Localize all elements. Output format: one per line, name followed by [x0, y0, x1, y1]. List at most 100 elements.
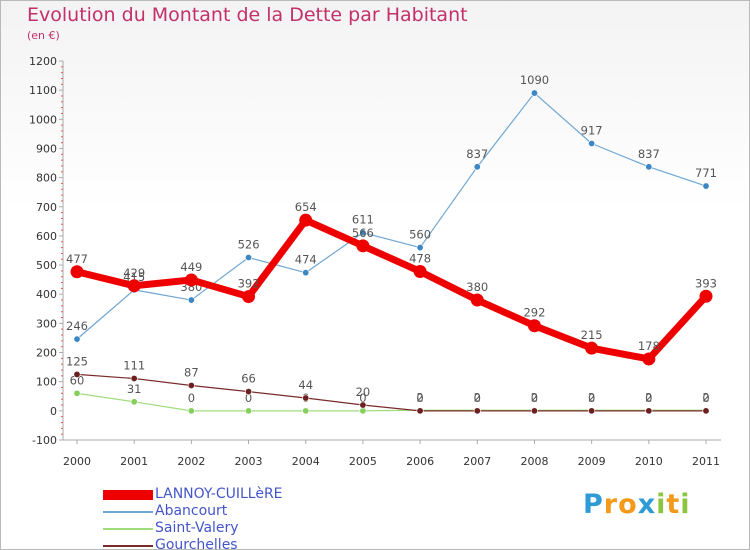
data-point-saint-valery [187, 407, 195, 415]
data-point-lannoy-cuillere [699, 289, 713, 303]
logo-letter: t [666, 489, 681, 520]
data-label-gourchelles: 125 [66, 354, 88, 368]
data-point-gourchelles [530, 407, 538, 415]
data-label-gourchelles: 0 [645, 391, 652, 405]
data-point-saint-valery [302, 407, 310, 415]
data-point-lannoy-cuillere [127, 279, 141, 293]
y-tick-label: 1100 [29, 84, 57, 97]
logo-letter: o [618, 489, 638, 520]
data-point-abancourt [302, 269, 310, 277]
unit-label: (en €) [27, 29, 60, 42]
data-point-lannoy-cuillere [527, 319, 541, 333]
data-point-gourchelles [359, 401, 367, 409]
data-label-lannoy-cuillere: 178 [638, 339, 660, 353]
data-label-lannoy-cuillere: 478 [409, 251, 431, 265]
data-label-saint-valery: 0 [188, 391, 195, 405]
data-point-gourchelles [473, 407, 481, 415]
data-label-abancourt: 917 [581, 124, 603, 138]
data-label-abancourt: 560 [409, 228, 431, 242]
data-label-gourchelles: 0 [702, 391, 709, 405]
data-label-lannoy-cuillere: 215 [581, 328, 603, 342]
chart-title: Evolution du Montant de la Dette par Hab… [27, 4, 468, 26]
data-point-gourchelles [130, 374, 138, 382]
data-label-saint-valery: 2 [702, 390, 709, 404]
data-label-abancourt: 1090 [520, 73, 549, 87]
data-label-abancourt: 526 [238, 237, 260, 251]
data-label-gourchelles: 0 [588, 391, 595, 405]
logo-letter: i [680, 489, 691, 520]
y-tick-label: 800 [36, 172, 57, 185]
data-point-saint-valery [245, 407, 253, 415]
y-tick-label: 200 [36, 347, 57, 360]
y-tick-label: 1200 [29, 55, 57, 68]
data-label-gourchelles: 87 [184, 365, 199, 379]
y-tick-label: 500 [36, 259, 57, 272]
data-point-gourchelles [73, 370, 81, 378]
data-point-abancourt [473, 163, 481, 171]
data-point-gourchelles [702, 407, 710, 415]
data-label-gourchelles: 66 [241, 372, 256, 386]
data-point-lannoy-cuillere [356, 239, 370, 253]
data-label-lannoy-cuillere: 449 [180, 260, 202, 274]
legend-label: Abancourt [155, 503, 228, 519]
data-point-saint-valery [359, 407, 367, 415]
data-point-gourchelles [302, 394, 310, 402]
data-point-gourchelles [245, 388, 253, 396]
y-tick-label: 400 [36, 288, 57, 301]
data-point-lannoy-cuillere [184, 273, 198, 287]
x-tick-label: 2001 [120, 455, 148, 468]
data-point-abancourt [73, 335, 81, 343]
legend-swatch [103, 490, 153, 500]
x-tick-label: 2005 [349, 455, 377, 468]
data-point-abancourt [187, 296, 195, 304]
x-tick-label: 2008 [520, 455, 548, 468]
y-tick-label: -100 [32, 434, 57, 447]
series-line-gourchelles [76, 373, 707, 412]
series-line-abancourt [76, 92, 707, 340]
x-tick-label: 2009 [578, 455, 606, 468]
series-line-lannoy-cuillere [73, 216, 710, 363]
logo-letter: r [603, 489, 619, 520]
x-tick-label: 2010 [635, 455, 663, 468]
data-point-abancourt [416, 244, 424, 252]
x-tick-label: 2011 [692, 455, 720, 468]
data-label-saint-valery: 2 [588, 390, 595, 404]
data-label-gourchelles: 111 [123, 358, 145, 372]
legend-swatch [103, 511, 153, 513]
x-tick-label: 2004 [292, 455, 320, 468]
data-label-lannoy-cuillere: 380 [466, 280, 488, 294]
data-label-gourchelles: 0 [416, 391, 423, 405]
data-label-saint-valery: 2 [474, 390, 481, 404]
data-label-saint-valery: 2 [531, 390, 538, 404]
x-tick-label: 2006 [406, 455, 434, 468]
data-label-gourchelles: 44 [298, 378, 313, 392]
data-label-lannoy-cuillere: 392 [238, 277, 260, 291]
data-point-gourchelles [187, 381, 195, 389]
data-label-lannoy-cuillere: 292 [523, 306, 545, 320]
legend-label: Saint-Valery [155, 520, 239, 536]
x-tick-label: 2007 [463, 455, 491, 468]
data-point-gourchelles [416, 407, 424, 415]
data-label-lannoy-cuillere: 429 [123, 266, 145, 280]
data-point-lannoy-cuillere [70, 265, 84, 279]
data-label-saint-valery: 60 [70, 373, 85, 387]
data-point-lannoy-cuillere [242, 290, 256, 304]
legend-swatch [103, 528, 153, 530]
data-label-gourchelles: 0 [474, 391, 481, 405]
data-point-abancourt [645, 163, 653, 171]
y-tick-label: 600 [36, 230, 57, 243]
data-point-lannoy-cuillere [585, 341, 599, 355]
data-label-lannoy-cuillere: 566 [352, 226, 374, 240]
data-point-abancourt [530, 89, 538, 97]
data-point-abancourt [702, 182, 710, 190]
legend-label: Gourchelles [155, 537, 238, 550]
logo-letter: P [583, 489, 604, 520]
data-label-gourchelles: 20 [356, 385, 371, 399]
y-tick-label: 1000 [29, 113, 57, 126]
data-label-lannoy-cuillere: 654 [295, 200, 317, 214]
logo-letter: x [637, 489, 657, 520]
data-point-lannoy-cuillere [470, 293, 484, 307]
data-label-abancourt: 474 [295, 253, 317, 267]
data-point-abancourt [359, 229, 367, 237]
